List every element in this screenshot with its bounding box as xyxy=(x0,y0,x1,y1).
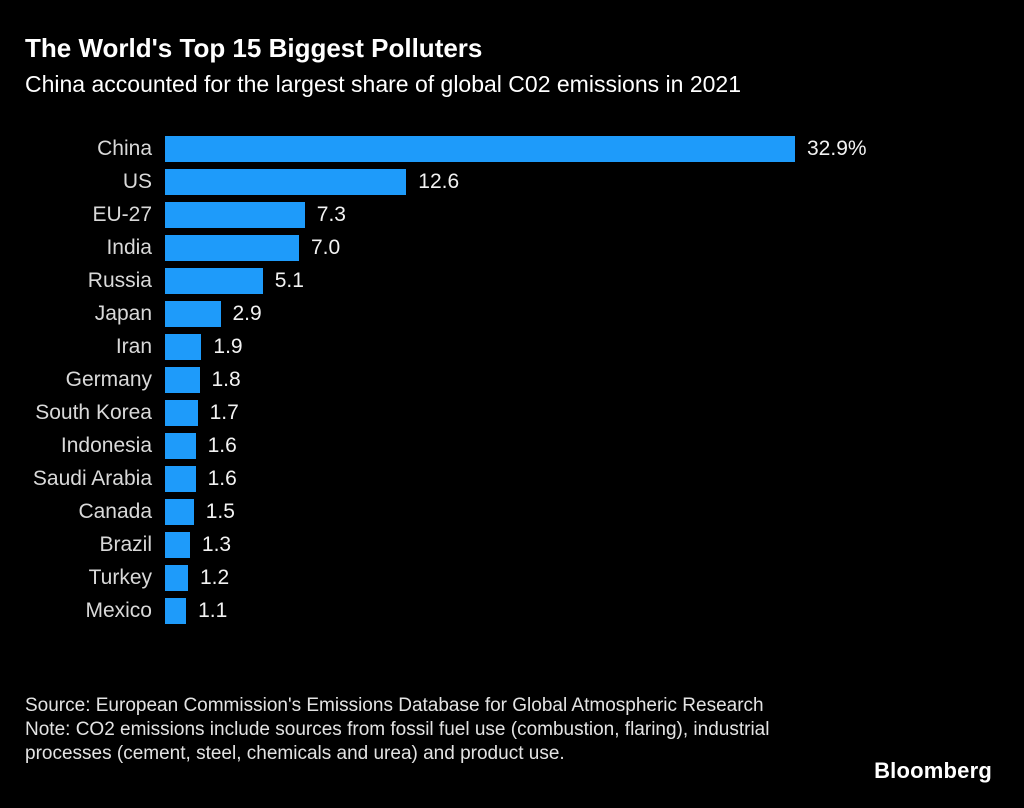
bar-value: 1.8 xyxy=(211,367,241,391)
bar xyxy=(165,465,196,492)
bar-label: South Korea xyxy=(35,400,152,424)
bar-row: Canada 1.5 xyxy=(0,495,1024,528)
bar-value: 1.6 xyxy=(207,466,237,490)
methodology-note: Note: CO2 emissions include sources from… xyxy=(25,719,770,764)
bar-value: 7.0 xyxy=(311,235,341,259)
bar-value: 1.9 xyxy=(213,334,243,358)
bar xyxy=(165,135,795,162)
bar-row: Turkey 1.2 xyxy=(0,561,1024,594)
bar-chart-rows: China 32.9% US 12.6 EU-27 7.3 India 7.0 … xyxy=(0,132,1024,627)
bar-row: Saudi Arabia 1.6 xyxy=(0,462,1024,495)
bar-label: Canada xyxy=(78,499,152,523)
bar-value: 1.3 xyxy=(201,532,232,556)
bar-row: India 7.0 xyxy=(0,231,1024,264)
source-note: Source: European Commission's Emissions … xyxy=(25,695,764,716)
bar-row: Iran 1.9 xyxy=(0,330,1024,363)
bar-label: Brazil xyxy=(99,532,152,556)
bar xyxy=(165,597,187,624)
bar-label: Japan xyxy=(94,301,152,325)
bar-row: Germany 1.8 xyxy=(0,363,1024,396)
bar-chart: China 32.9% US 12.6 EU-27 7.3 India 7.0 … xyxy=(0,132,1024,627)
bar-label: Turkey xyxy=(88,565,152,589)
bar-label: Germany xyxy=(65,367,152,391)
bar-label: Mexico xyxy=(85,598,152,622)
bar-value: 1.7 xyxy=(209,400,239,424)
bar-label: China xyxy=(97,136,152,160)
bar-row: Mexico 1.1 xyxy=(0,594,1024,627)
bar xyxy=(165,300,221,327)
bar-value: 32.9% xyxy=(807,136,867,160)
bar-value: 7.3 xyxy=(316,202,346,226)
bar-value: 1.6 xyxy=(207,433,237,457)
chart-title: The World's Top 15 Biggest Polluters xyxy=(25,33,483,63)
bar-value: 1.5 xyxy=(205,499,235,523)
bar xyxy=(165,564,188,591)
bar-label: Indonesia xyxy=(60,433,152,457)
bar-label: Russia xyxy=(87,268,152,292)
bar xyxy=(165,432,196,459)
bar xyxy=(165,399,198,426)
bar-row: US 12.6 xyxy=(0,165,1024,198)
bar-value: 1.2 xyxy=(200,565,230,589)
bar-row: Indonesia 1.6 xyxy=(0,429,1024,462)
bloomberg-logo: Bloomberg xyxy=(874,758,992,783)
bar xyxy=(165,531,190,558)
bar-row: EU-27 7.3 xyxy=(0,198,1024,231)
chart-footer: Source: European Commission's Emissions … xyxy=(25,694,775,766)
bar xyxy=(165,234,299,261)
bar xyxy=(165,333,202,360)
bar-label: US xyxy=(122,169,152,193)
bar xyxy=(165,267,263,294)
bar-row: Russia 5.1 xyxy=(0,264,1024,297)
bar xyxy=(165,498,194,525)
bar-label: Iran xyxy=(115,334,152,358)
bar-label: EU-27 xyxy=(92,202,152,226)
bar xyxy=(165,366,200,393)
bar-row: Brazil 1.3 xyxy=(0,528,1024,561)
bar-row: South Korea 1.7 xyxy=(0,396,1024,429)
bar-label: Saudi Arabia xyxy=(32,466,152,490)
bar-value: 5.1 xyxy=(274,268,304,292)
bar xyxy=(165,201,305,228)
bar-value: 1.1 xyxy=(198,598,228,622)
bar-value: 2.9 xyxy=(232,301,262,325)
bar-value: 12.6 xyxy=(418,169,460,193)
chart-subtitle: China accounted for the largest share of… xyxy=(25,71,741,97)
bar-row: Japan 2.9 xyxy=(0,297,1024,330)
bar xyxy=(165,168,407,195)
bar-row: China 32.9% xyxy=(0,132,1024,165)
bar-label: India xyxy=(106,235,152,259)
